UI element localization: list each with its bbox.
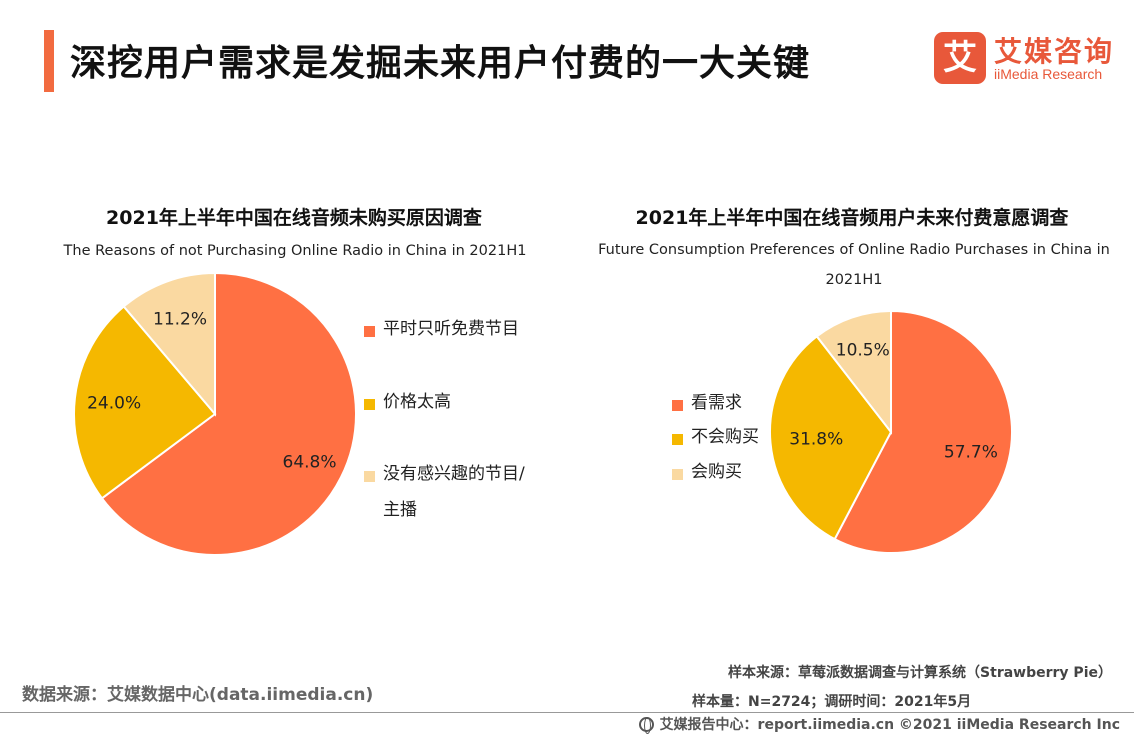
pie-slice-1 xyxy=(769,334,893,541)
title-accent-bar xyxy=(44,30,54,92)
chart2-legend-item-will-buy: 会购买 xyxy=(672,461,742,490)
pie-slice-0 xyxy=(833,309,1013,554)
pie-data-label-1: 24.0% xyxy=(87,394,141,414)
legend-label-line2: 主播 xyxy=(383,500,417,520)
legend-swatch xyxy=(672,434,683,445)
legend-label: 价格太高 xyxy=(383,392,451,412)
chart1-subtitle: The Reasons of not Purchasing Online Rad… xyxy=(63,243,527,259)
chart2-legend-item-wont-buy: 不会购买 xyxy=(672,426,759,455)
logo-chinese-text: 艾媒咨询 xyxy=(994,35,1115,68)
sample-source: 样本来源：草莓派数据调查与计算系统（Strawberry Pie） xyxy=(728,665,1112,681)
pie-data-label-0: 64.8% xyxy=(283,452,337,472)
legend-swatch xyxy=(672,469,683,480)
pie-slice-0 xyxy=(100,271,357,556)
legend-swatch xyxy=(672,400,683,411)
legend-swatch xyxy=(364,326,375,337)
chart1-legend-item-price: 价格太高 xyxy=(364,391,451,420)
iimedia-logo: 艾 艾媒咨询 iiMedia Research xyxy=(934,32,1114,86)
legend-label: 平时只听免费节目 xyxy=(383,319,519,339)
legend-label: 不会购买 xyxy=(691,427,759,447)
legend-label-multiline: 没有感兴趣的节目/ 主播 xyxy=(383,456,525,528)
chart1-legend-item-free: 平时只听免费节目 xyxy=(364,318,519,347)
pie-data-label-2: 11.2% xyxy=(153,310,207,330)
logo-mark-icon: 艾 xyxy=(934,32,986,84)
chart1-title: 2021年上半年中国在线音频未购买原因调查 xyxy=(106,207,482,229)
page-title: 深挖用户需求是发掘未来用户付费的一大关键 xyxy=(70,43,811,84)
pie-data-label-0: 57.7% xyxy=(944,443,998,463)
footer-divider xyxy=(0,712,1134,713)
legend-label: 会购买 xyxy=(691,462,742,482)
copyright-text: 艾媒报告中心：report.iimedia.cn ©2021 iiMedia R… xyxy=(659,717,1120,733)
pie-data-label-1: 31.8% xyxy=(789,430,843,450)
chart2-subtitle: Future Consumption Preferences of Online… xyxy=(598,242,1110,288)
legend-label: 看需求 xyxy=(691,393,742,413)
legend-label-line1: 没有感兴趣的节目/ xyxy=(383,464,525,484)
pie-data-label-2: 10.5% xyxy=(836,341,890,361)
globe-icon xyxy=(638,716,654,734)
legend-swatch xyxy=(364,399,375,410)
footer-copyright: 艾媒报告中心：report.iimedia.cn ©2021 iiMedia R… xyxy=(638,714,1120,734)
legend-swatch xyxy=(364,471,375,482)
chart2-title: 2021年上半年中国在线音频用户未来付费意愿调查 xyxy=(635,207,1069,229)
data-source: 数据来源：艾媒数据中心(data.iimedia.cn) xyxy=(22,685,374,705)
pie-slice-2 xyxy=(122,271,216,417)
pie-slice-2 xyxy=(815,309,892,435)
chart2-legend-item-depends: 看需求 xyxy=(672,392,742,421)
logo-english-text: iiMedia Research xyxy=(994,66,1103,82)
chart1-legend-item-no-interest: 没有感兴趣的节目/ 主播 xyxy=(364,463,525,528)
sample-size: 样本量：N=2724；调研时间：2021年5月 xyxy=(692,694,972,710)
pie-slice-1 xyxy=(73,305,217,500)
